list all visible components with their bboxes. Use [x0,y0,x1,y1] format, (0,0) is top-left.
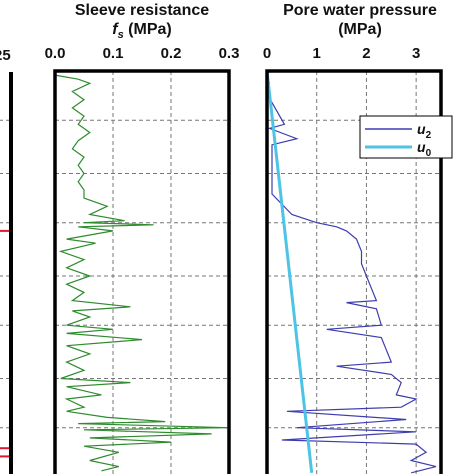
sleeve-resistance-panel: Sleeve resistance fs (MPa) 0.0 0.1 0.2 0.3 [45,2,240,474]
legend-u2-label: u2 [417,121,432,141]
pore-xlabel: (MPa) [338,21,382,38]
sleeve-xlabel-subscript: s [118,29,124,41]
pore-tick-label: 0 [263,45,271,62]
sleeve-tick-label: 0.3 [219,45,240,62]
sleeve-tick-label: 0.2 [161,45,182,62]
sleeve-tick-label: 0.0 [45,45,66,62]
pore-tick-label: 1 [313,45,321,62]
legend-u0-label: u0 [417,139,432,159]
left-panel: 25 [0,47,13,474]
partial-tick-label: 25 [0,47,11,64]
sleeve-tick-label: 0.1 [103,45,124,62]
sleeve-xlabel-unit: (MPa) [124,21,172,38]
pore-tick-label: 3 [412,45,420,62]
legend-box [359,115,453,159]
left-panel-grid [0,119,9,429]
sleeve-title: Sleeve resistance [75,2,209,19]
pore-title: Pore water pressure [283,2,437,19]
series-u2-line [266,74,437,474]
pore-tick-label: 2 [362,45,370,62]
sleeve-resistance-line [54,74,230,472]
sleeve-tick-labels: 0.0 0.1 0.2 0.3 [45,45,240,62]
legend: u2 u0 [359,115,453,159]
pore-frame [265,69,443,474]
left-panel-markers [0,229,9,458]
sleeve-xlabel-symbol: f [112,21,119,38]
series-u0-line [265,70,314,473]
sleeve-frame [53,69,231,474]
sleeve-xlabel: fs (MPa) [112,21,171,41]
pore-tick-labels: 0 1 2 3 [263,45,420,62]
sleeve-grid [55,71,229,474]
pore-series [265,70,437,474]
pore-pressure-panel: Pore water pressure (MPa) 0 1 2 3 u2 u0 [263,2,453,474]
